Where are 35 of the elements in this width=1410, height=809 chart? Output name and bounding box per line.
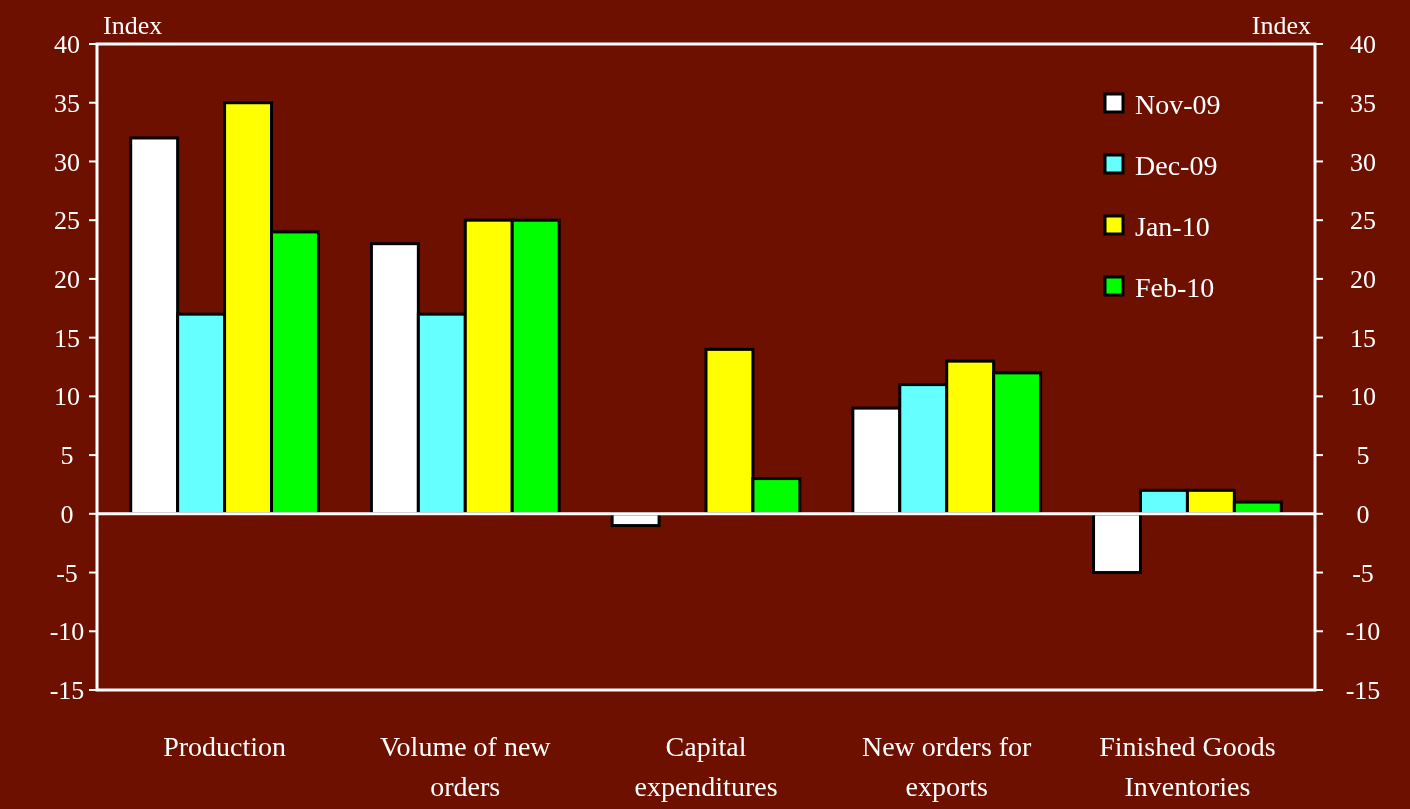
x-tick-label: Capital expenditures xyxy=(634,731,778,802)
y-tick-label: 0 xyxy=(60,499,74,529)
y-tick-label: -5 xyxy=(56,558,78,588)
x-tick-label: Volume of new orders xyxy=(380,731,552,802)
y2-tick-label: 20 xyxy=(1350,265,1376,295)
y-tick-label: 20 xyxy=(54,265,80,295)
y2-tick-label: -10 xyxy=(1345,617,1381,647)
y-axis-title: Index xyxy=(103,11,163,40)
y2-tick-label: 40 xyxy=(1350,30,1376,60)
y-tick-label: 30 xyxy=(54,147,80,177)
legend-label: Nov-09 xyxy=(1135,88,1221,120)
x-tick-label: Finished Goods Inventories xyxy=(1099,731,1276,802)
y-tick-label: 35 xyxy=(54,88,80,118)
y2-tick-label: 15 xyxy=(1350,323,1376,353)
y-tick-label: 5 xyxy=(60,441,74,471)
x-tick-label: Production xyxy=(163,731,287,762)
x-tick-label: New orders for exports xyxy=(861,731,1033,802)
legend-label: Dec-09 xyxy=(1135,149,1218,181)
y2-tick-label: 5 xyxy=(1356,441,1370,471)
y2-tick-label: 35 xyxy=(1350,88,1376,118)
y2-tick-label: -15 xyxy=(1345,676,1381,706)
y-tick-label: 25 xyxy=(54,206,80,236)
legend-label: Jan-10 xyxy=(1135,210,1210,242)
y-tick-label: 10 xyxy=(54,382,80,412)
y-tick-label: -10 xyxy=(49,617,85,647)
legend-label: Feb-10 xyxy=(1135,271,1215,303)
y2-tick-label: -5 xyxy=(1352,558,1374,588)
y2-tick-label: 30 xyxy=(1350,147,1376,177)
y2-tick-label: 25 xyxy=(1350,206,1376,236)
y-tick-label: 40 xyxy=(54,30,80,60)
y2-tick-label: 10 xyxy=(1350,382,1376,412)
y-tick-label: 15 xyxy=(54,323,80,353)
y-tick-label: -15 xyxy=(49,676,85,706)
y2-axis-title: Index xyxy=(1251,11,1311,40)
y2-tick-label: 0 xyxy=(1356,499,1370,529)
